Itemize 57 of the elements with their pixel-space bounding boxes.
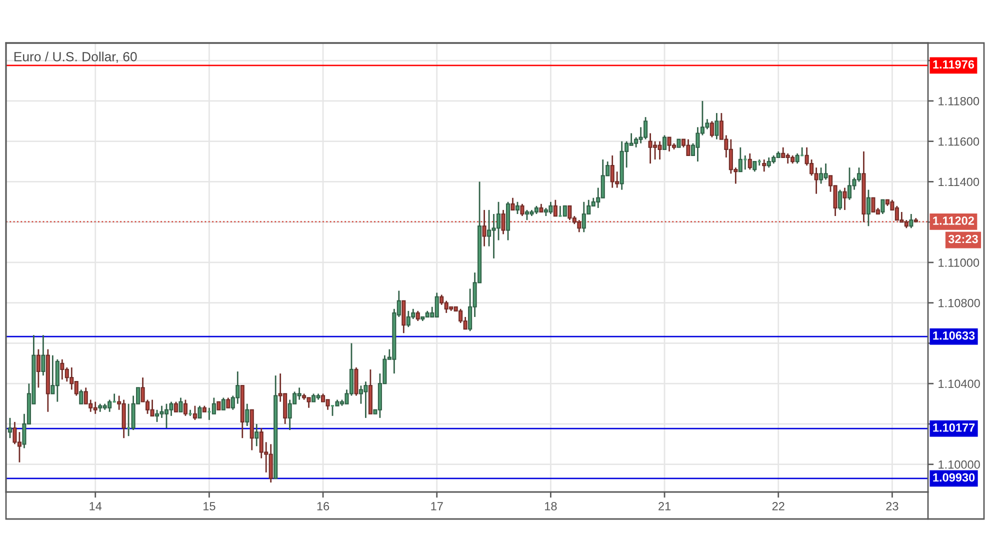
candlestick xyxy=(212,397,216,415)
y-tick-label: 1.11600 xyxy=(938,137,980,146)
candlestick xyxy=(416,310,420,322)
candlestick xyxy=(226,397,230,409)
candlestick xyxy=(178,397,183,413)
candlestick xyxy=(562,205,567,217)
candlestick xyxy=(553,199,558,217)
y-tick-label: 1.11400 xyxy=(938,178,980,186)
candlestick xyxy=(183,399,188,417)
y-tick-label: 1.10000 xyxy=(938,460,980,469)
candlestick xyxy=(192,405,197,421)
candlestick xyxy=(714,112,719,140)
ref-line-label: 1.11976 xyxy=(933,60,974,69)
text: 32:23 xyxy=(948,234,978,244)
candlestick xyxy=(795,152,800,164)
x-tick-label: 17 xyxy=(431,502,443,510)
candlestick xyxy=(762,158,766,172)
ref-line-label: 1.10633 xyxy=(933,331,975,340)
candlestick xyxy=(752,160,757,172)
candlestick xyxy=(520,203,524,217)
x-tick-label: 21 xyxy=(658,502,671,510)
ref-line-label: 1.11202 xyxy=(933,216,974,225)
candlestick xyxy=(909,213,914,229)
x-tick-label: 16 xyxy=(317,502,330,510)
x-tick-label: 22 xyxy=(772,502,784,510)
ref-line-label: 1.10177 xyxy=(933,423,975,432)
x-tick-label: 18 xyxy=(545,502,557,510)
candlestick xyxy=(221,397,226,411)
candlestick xyxy=(710,120,714,138)
x-tick-label: 15 xyxy=(204,502,216,510)
y-tick-label: 1.11000 xyxy=(938,258,980,267)
candlestick xyxy=(8,417,12,439)
candlestick xyxy=(515,201,520,215)
x-tick-label: 14 xyxy=(90,502,102,510)
ref-line-label: 1.09930 xyxy=(933,473,975,482)
y-tick-label: 1.10400 xyxy=(938,380,980,388)
candlestick xyxy=(838,189,842,211)
y-tick-label: 1.11800 xyxy=(938,96,980,106)
candlestick xyxy=(738,146,742,172)
candlestick xyxy=(174,401,178,413)
candlestick xyxy=(880,199,885,215)
candlestick xyxy=(198,405,202,419)
candlestick xyxy=(79,388,84,404)
candlestick xyxy=(748,152,752,170)
candlestick xyxy=(866,189,870,227)
candlestick xyxy=(41,334,46,376)
text: Euro / U.S. Dollar, 60 xyxy=(14,52,137,63)
candlestick xyxy=(510,197,515,211)
candlestick xyxy=(254,423,259,447)
y-tick-label: 1.10800 xyxy=(938,298,980,308)
x-tick-label: 23 xyxy=(886,502,898,510)
candlestick xyxy=(482,209,486,247)
candlestick xyxy=(501,209,506,235)
candlestick xyxy=(662,134,667,150)
candlestick xyxy=(245,403,250,427)
candlestick xyxy=(842,187,847,211)
candlestick xyxy=(36,348,40,388)
